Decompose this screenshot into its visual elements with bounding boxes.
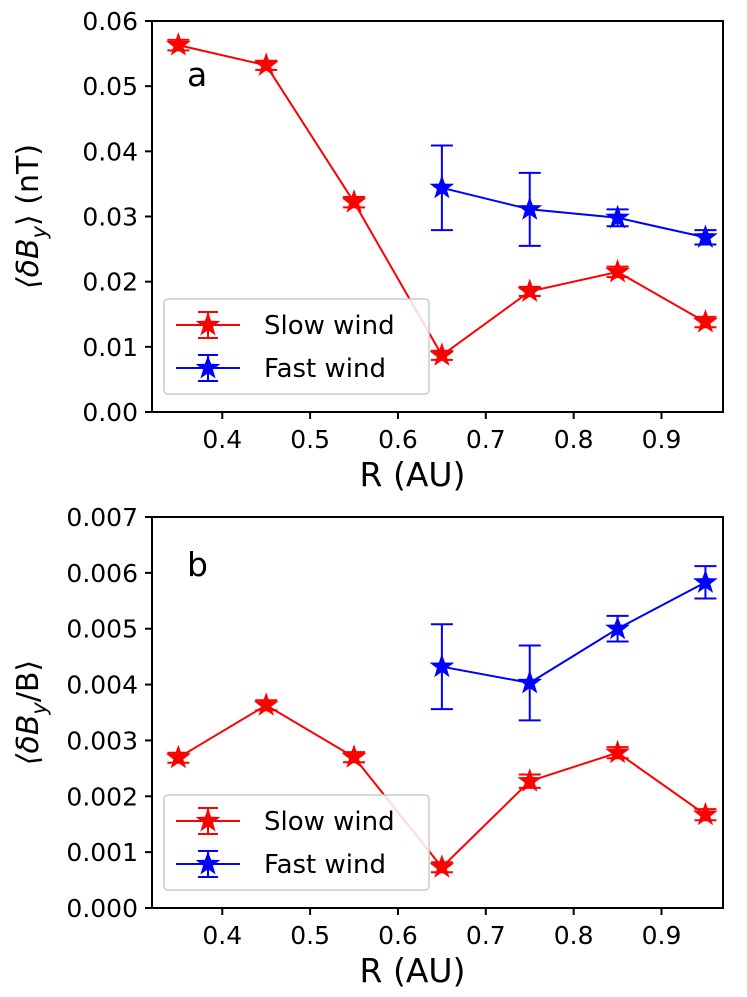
legend-label: Fast wind	[264, 354, 386, 384]
panel-a: 0.4 0.5 0.6 0.7 0.8 0.9 0.00 0.01 0.02 0.03 0.04 0.…	[11, 7, 724, 494]
data-point	[253, 52, 279, 76]
data-point	[605, 204, 630, 229]
data-point	[429, 342, 455, 366]
data-point	[429, 854, 455, 878]
legend-box	[163, 298, 430, 395]
legend: Slow wind Fast wind	[163, 794, 430, 891]
data-point	[341, 744, 367, 768]
data-point	[605, 615, 630, 640]
y-tick-label: 0.005	[66, 615, 138, 644]
data-point	[693, 309, 718, 333]
legend-marker	[195, 355, 221, 379]
y-axis-label: ⟨δBy⟩ (nT)	[11, 144, 51, 289]
legend-box	[163, 794, 430, 891]
data-point	[253, 692, 279, 716]
data-point	[517, 196, 543, 220]
data-point	[693, 801, 718, 826]
y-axis-label: ⟨δBy/B⟩	[11, 660, 51, 765]
series-line	[441, 581, 706, 684]
data-point	[605, 258, 630, 283]
y-tick-label: 0.006	[66, 559, 138, 588]
series-fast-wind	[429, 144, 718, 248]
x-tick-label: 0.9	[642, 921, 682, 950]
legend-marker	[195, 851, 221, 875]
y-tick-label: 0.003	[66, 726, 138, 755]
legend-marker	[195, 312, 221, 336]
y-tick-label: 0.007	[66, 503, 138, 532]
y-tick-label: 0.04	[82, 137, 138, 166]
legend-label: Fast wind	[264, 850, 386, 880]
y-tick-label: 0.02	[82, 268, 138, 297]
x-tick-label: 0.6	[378, 425, 418, 454]
x-tick-label: 0.8	[554, 921, 594, 950]
x-tick-label: 0.6	[378, 921, 418, 950]
y-tick-label: 0.06	[82, 7, 138, 36]
x-tick-label: 0.4	[202, 425, 242, 454]
panel-label: b	[187, 545, 208, 584]
y-tick-label: 0.004	[66, 671, 138, 700]
data-point	[165, 32, 191, 56]
panel-b: 0.4 0.5 0.6 0.7 0.8 0.9 0.000 0.001 0.002 0.003 0.…	[11, 503, 724, 990]
series-slow-wind	[165, 692, 718, 878]
data-point	[517, 669, 543, 694]
data-point	[341, 189, 367, 213]
x-tick-label: 0.7	[466, 921, 506, 950]
data-point	[165, 744, 191, 769]
x-tick-label: 0.5	[290, 921, 330, 950]
series-fast-wind	[429, 565, 718, 722]
series-line	[441, 186, 706, 239]
data-point	[429, 653, 455, 678]
data-point	[517, 768, 543, 792]
x-tick-label: 0.7	[466, 425, 506, 454]
plot-frame	[151, 516, 724, 909]
data-point	[429, 174, 455, 199]
series-slow-wind	[165, 32, 718, 366]
y-tick-label: 0.002	[66, 782, 138, 811]
legend-label: Slow wind	[264, 807, 395, 837]
legend: Slow wind Fast wind	[163, 298, 430, 395]
legend-marker	[195, 808, 221, 832]
y-tick-label: 0.05	[82, 72, 138, 101]
data-point	[693, 224, 718, 248]
y-tick-label: 0.01	[82, 333, 138, 362]
x-tick-label: 0.8	[554, 425, 594, 454]
legend-label: Slow wind	[264, 311, 395, 341]
y-tick-label: 0.000	[66, 894, 138, 923]
data-point	[693, 569, 718, 593]
x-tick-label: 0.5	[290, 425, 330, 454]
y-tick-label: 0.03	[82, 203, 138, 232]
x-axis-label: R (AU)	[360, 951, 466, 990]
y-tick-label: 0.001	[66, 838, 138, 867]
data-point	[517, 278, 543, 302]
panel-label: a	[187, 55, 207, 94]
x-tick-label: 0.4	[202, 921, 242, 950]
x-axis-label: R (AU)	[360, 455, 466, 494]
x-tick-label: 0.9	[642, 425, 682, 454]
data-point	[605, 739, 630, 764]
y-tick-label: 0.00	[82, 398, 138, 427]
